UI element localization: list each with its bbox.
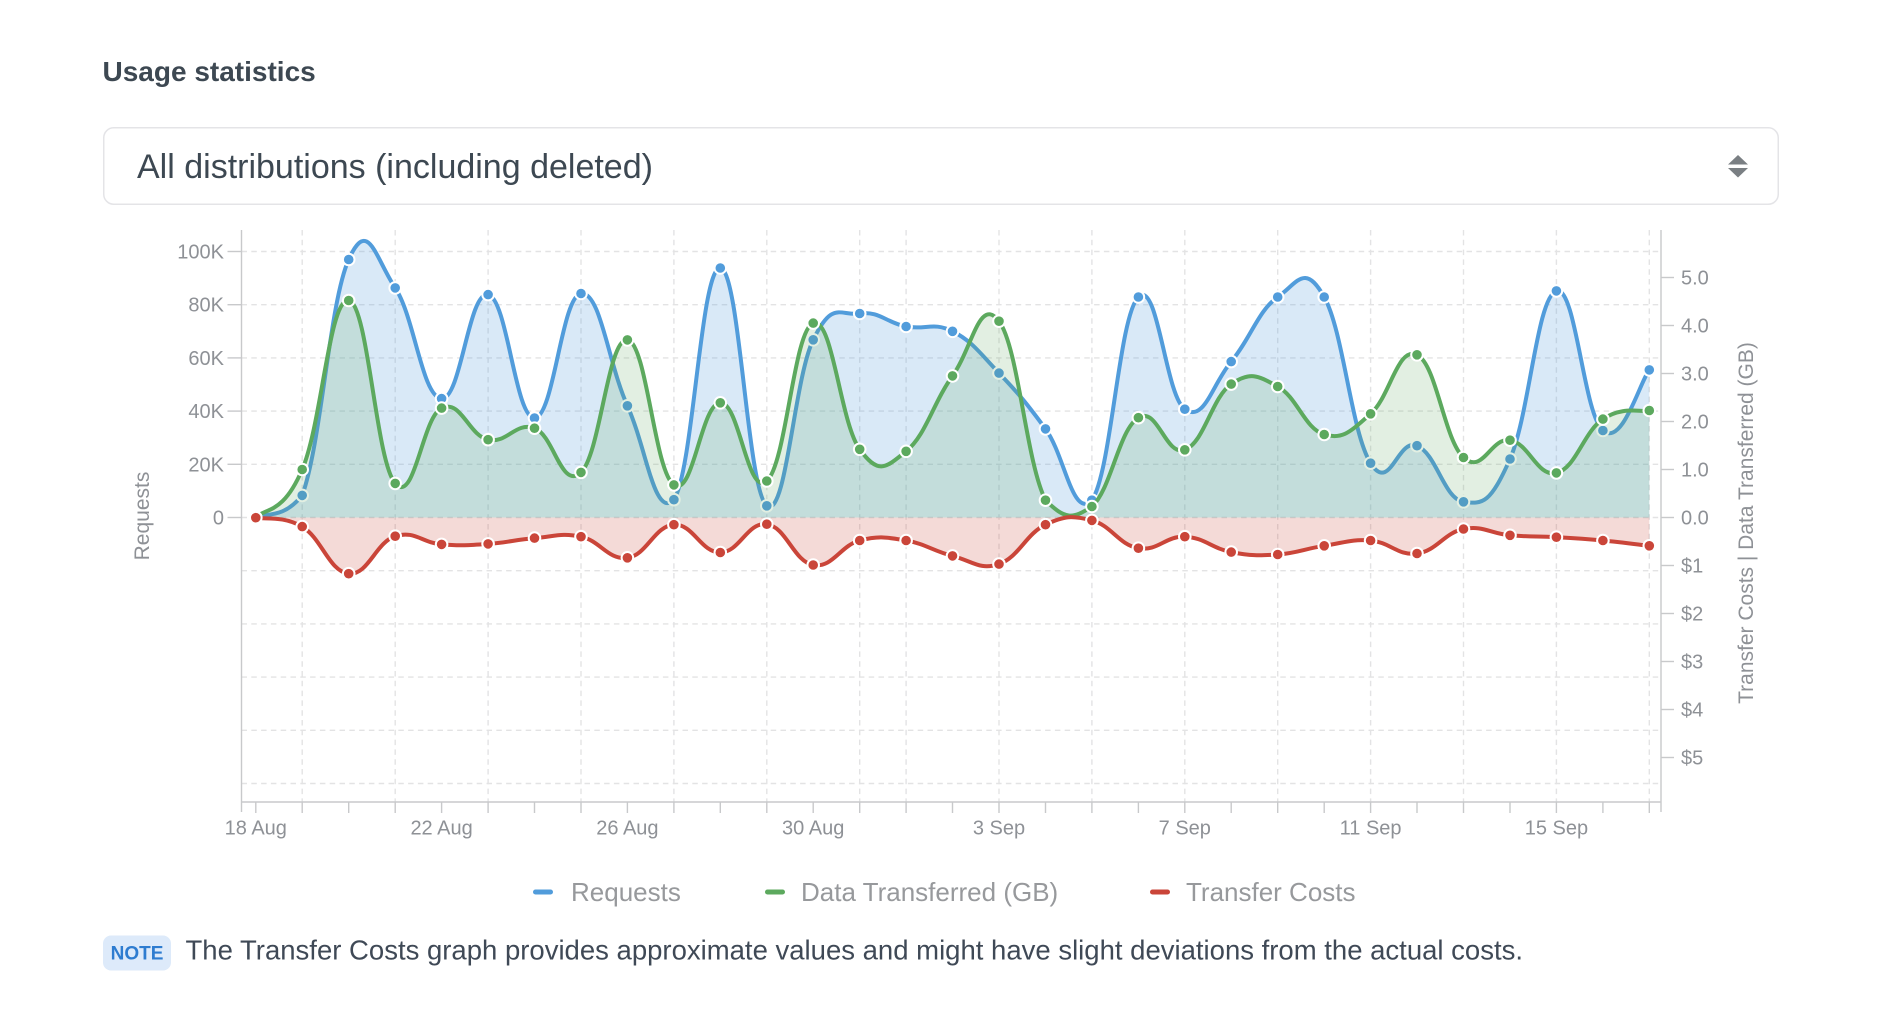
svg-text:3 Sep: 3 Sep: [973, 818, 1025, 840]
svg-text:3.0: 3.0: [1681, 364, 1709, 386]
svg-text:$1: $1: [1681, 556, 1703, 578]
svg-text:Transfer Costs: Transfer Costs: [1186, 877, 1356, 907]
svg-text:The Transfer Costs graph provi: The Transfer Costs graph provides approx…: [186, 935, 1523, 966]
svg-text:80K: 80K: [188, 295, 224, 317]
svg-text:7 Sep: 7 Sep: [1159, 818, 1211, 840]
svg-text:26 Aug: 26 Aug: [596, 818, 658, 840]
svg-text:All distributions (including d: All distributions (including deleted): [137, 148, 653, 186]
svg-text:Transfer Costs | Data Transfer: Transfer Costs | Data Transferred (GB): [1735, 342, 1758, 704]
svg-text:20K: 20K: [188, 454, 224, 476]
svg-text:2.0: 2.0: [1681, 412, 1709, 434]
svg-text:4.0: 4.0: [1681, 316, 1709, 338]
svg-text:Requests: Requests: [571, 877, 681, 907]
svg-text:$3: $3: [1681, 652, 1703, 674]
svg-text:30 Aug: 30 Aug: [782, 818, 844, 840]
svg-text:5.0: 5.0: [1681, 268, 1709, 290]
svg-text:Requests: Requests: [131, 472, 154, 561]
svg-text:11 Sep: 11 Sep: [1340, 818, 1402, 840]
svg-text:18 Aug: 18 Aug: [225, 818, 287, 840]
svg-text:22 Aug: 22 Aug: [410, 818, 472, 840]
svg-text:Usage statistics: Usage statistics: [103, 56, 316, 87]
svg-text:$5: $5: [1681, 748, 1703, 770]
svg-text:40K: 40K: [188, 401, 224, 423]
svg-text:$4: $4: [1681, 700, 1703, 722]
svg-text:NOTE: NOTE: [111, 944, 164, 965]
svg-text:1.0: 1.0: [1681, 460, 1709, 482]
svg-text:0: 0: [213, 508, 224, 530]
svg-text:$2: $2: [1681, 604, 1703, 626]
svg-text:15 Sep: 15 Sep: [1525, 818, 1588, 840]
svg-text:60K: 60K: [188, 348, 224, 370]
svg-text:100K: 100K: [177, 242, 224, 264]
svg-text:0.0: 0.0: [1681, 508, 1709, 530]
svg-text:Data Transferred (GB): Data Transferred (GB): [801, 877, 1058, 907]
